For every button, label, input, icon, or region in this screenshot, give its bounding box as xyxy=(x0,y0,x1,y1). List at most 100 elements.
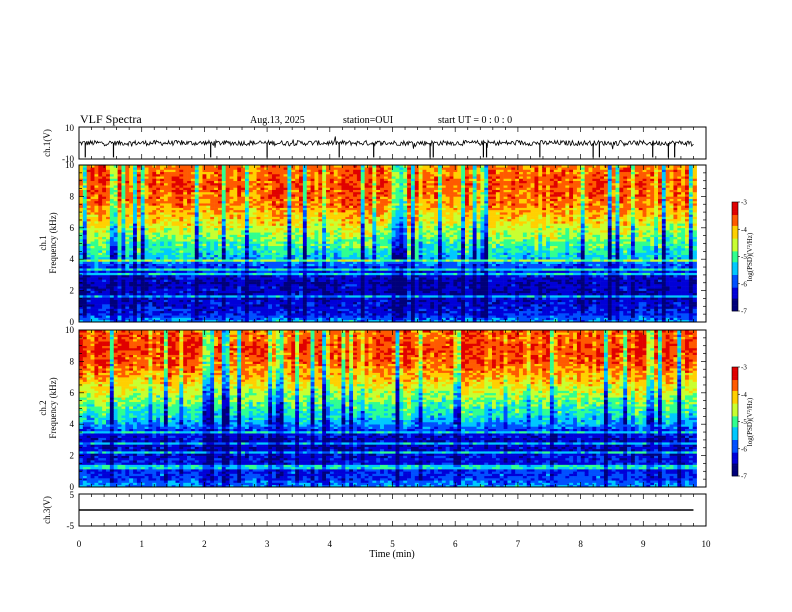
ch1-spectrogram-cell xyxy=(171,232,176,235)
ch1-spectrogram-cell xyxy=(268,243,273,247)
ch1-spectrogram-cell xyxy=(264,189,269,193)
ch1-spectrogram-cell xyxy=(283,279,288,282)
ch1-spectrogram-cell xyxy=(163,223,169,226)
ch1-spectrogram-cell xyxy=(291,189,296,193)
ch1-spectrogram-cell xyxy=(329,272,335,276)
ch1-spectrogram-cell xyxy=(291,304,296,307)
ch1-spectrogram-cell xyxy=(306,304,311,307)
ch1-spectrogram-cell xyxy=(160,315,165,318)
ch1-spectrogram-cell xyxy=(241,252,246,256)
ch1-spectrogram-cell xyxy=(341,214,346,217)
ch1-spectrogram-cell xyxy=(333,265,338,269)
ch1-spectrogram-cell xyxy=(333,274,338,278)
ch1-spectrogram-cell xyxy=(214,290,219,294)
ch1-spectrogram-cell xyxy=(264,274,269,278)
ch1-spectrogram-cell xyxy=(183,171,188,175)
ch1-spectrogram-cell xyxy=(256,189,261,193)
ch1-spectrogram-cell xyxy=(198,245,203,249)
ch1-spectrogram-cell xyxy=(175,212,180,215)
ch1-spectrogram-cell xyxy=(160,187,165,190)
ch1-spectrogram-cell xyxy=(190,171,196,175)
ch1-spectrogram-cell xyxy=(221,250,226,253)
ch1-spectrogram-cell xyxy=(329,198,335,202)
ch1-spectrogram-cell xyxy=(163,310,169,314)
ch1-spectrogram-cell xyxy=(252,176,257,179)
ch1-spectrogram-cell xyxy=(156,232,161,235)
ch1-spectrogram-cell xyxy=(175,176,180,179)
ch1-spectrogram-cell xyxy=(225,223,230,226)
ch1-spectrogram-cell xyxy=(102,268,107,271)
ch1-spectrogram-cell xyxy=(322,317,327,321)
ch1-spectrogram-cell xyxy=(102,205,107,208)
ch1-spectrogram-cell xyxy=(333,189,338,193)
ch1-spectrogram-cell xyxy=(314,297,319,300)
ch1-spectrogram-cell xyxy=(210,171,215,175)
ch1-spectrogram-cell xyxy=(79,180,84,184)
ch1-spectrogram-cell xyxy=(310,250,315,253)
ch1-spectrogram-cell xyxy=(136,252,142,256)
ch1-spectrogram-cell xyxy=(183,283,188,287)
ch1-spectrogram-cell xyxy=(337,295,342,298)
ch1-spectrogram-cell xyxy=(241,283,246,287)
ch1-spectrogram-cell xyxy=(337,279,342,282)
ch1-spectrogram-cell xyxy=(202,283,207,287)
ch1-spectrogram-cell xyxy=(302,292,308,296)
ch1-spectrogram-cell xyxy=(194,283,199,287)
ch1-spectrogram-cell xyxy=(283,301,288,305)
ch1-spectrogram-cell xyxy=(241,259,246,262)
ch1-spectrogram-cell xyxy=(206,254,211,258)
ch1-spectrogram-cell xyxy=(287,252,292,256)
ch1-spectrogram-cell xyxy=(113,317,118,321)
ch1-spectrogram-cell xyxy=(152,274,157,278)
ch1-spectrogram-cell xyxy=(248,218,253,222)
ch1-spectrogram-cell xyxy=(167,299,172,303)
ch1-spectrogram-cell xyxy=(310,254,315,258)
ch1-spectrogram-cell xyxy=(179,263,184,267)
ch1-spectrogram-cell xyxy=(268,252,273,256)
ch1-spectrogram-cell xyxy=(333,218,338,222)
ch1-spectrogram-cell xyxy=(248,290,253,294)
ch1-spectrogram-cell xyxy=(175,167,180,170)
ch1-spectrogram-cell xyxy=(187,319,192,323)
ch1-spectrogram-cell xyxy=(106,189,111,193)
ch1-spectrogram-cell xyxy=(291,171,296,175)
ch1-spectrogram-cell xyxy=(171,214,176,217)
ch1-spectrogram-cell xyxy=(314,209,319,213)
ch1-spectrogram-cell xyxy=(217,169,223,173)
ch1-spectrogram-cell xyxy=(171,205,176,208)
ch1-spectrogram-cell xyxy=(225,263,230,267)
ch1-spectrogram-cell xyxy=(322,221,327,224)
ch1-spectrogram-cell xyxy=(341,232,346,235)
ch1-spectrogram-cell xyxy=(295,167,300,170)
ch1-spectrogram-cell xyxy=(272,214,277,217)
ch1-spectrogram-cell xyxy=(140,209,145,213)
ch1-spectrogram-cell xyxy=(106,218,111,222)
ch1-spectrogram-cell xyxy=(256,256,261,260)
ch1-spectrogram-cell xyxy=(268,239,273,242)
ch1-spectrogram-cell xyxy=(333,207,338,211)
ch1-spectrogram-cell xyxy=(322,223,327,226)
ch1-spectrogram-cell xyxy=(206,304,211,307)
ch1-spectrogram-cell xyxy=(326,290,331,294)
ch1-spectrogram-cell xyxy=(152,185,157,188)
ch1-spectrogram-cell xyxy=(341,230,346,233)
ch1-spectrogram-cell xyxy=(306,274,311,278)
ch1-spectrogram-cell xyxy=(283,297,288,300)
ch1-spectrogram-cell xyxy=(283,171,288,175)
ch1-spectrogram-cell xyxy=(117,236,122,240)
ch1-spectrogram-cell xyxy=(187,310,192,314)
ch1-spectrogram-cell xyxy=(206,283,211,287)
ch1-spectrogram-cell xyxy=(133,247,138,251)
ch1-spectrogram-cell xyxy=(175,295,180,298)
ch1-spectrogram-cell xyxy=(179,234,184,238)
ch1-spectrogram-cell xyxy=(214,286,219,289)
ch1-spectrogram-cell xyxy=(256,259,261,262)
ch1-spectrogram-cell xyxy=(187,272,192,276)
ch1-spectrogram-cell xyxy=(160,277,165,280)
ch1-spectrogram-cell xyxy=(217,176,223,179)
ch1-spectrogram-cell xyxy=(79,261,84,264)
ch1-spectrogram-cell xyxy=(233,270,238,273)
ch1-spectrogram-cell xyxy=(318,306,323,309)
ch1-spectrogram-cell xyxy=(318,254,323,258)
ch1-spectrogram-cell xyxy=(287,227,292,231)
